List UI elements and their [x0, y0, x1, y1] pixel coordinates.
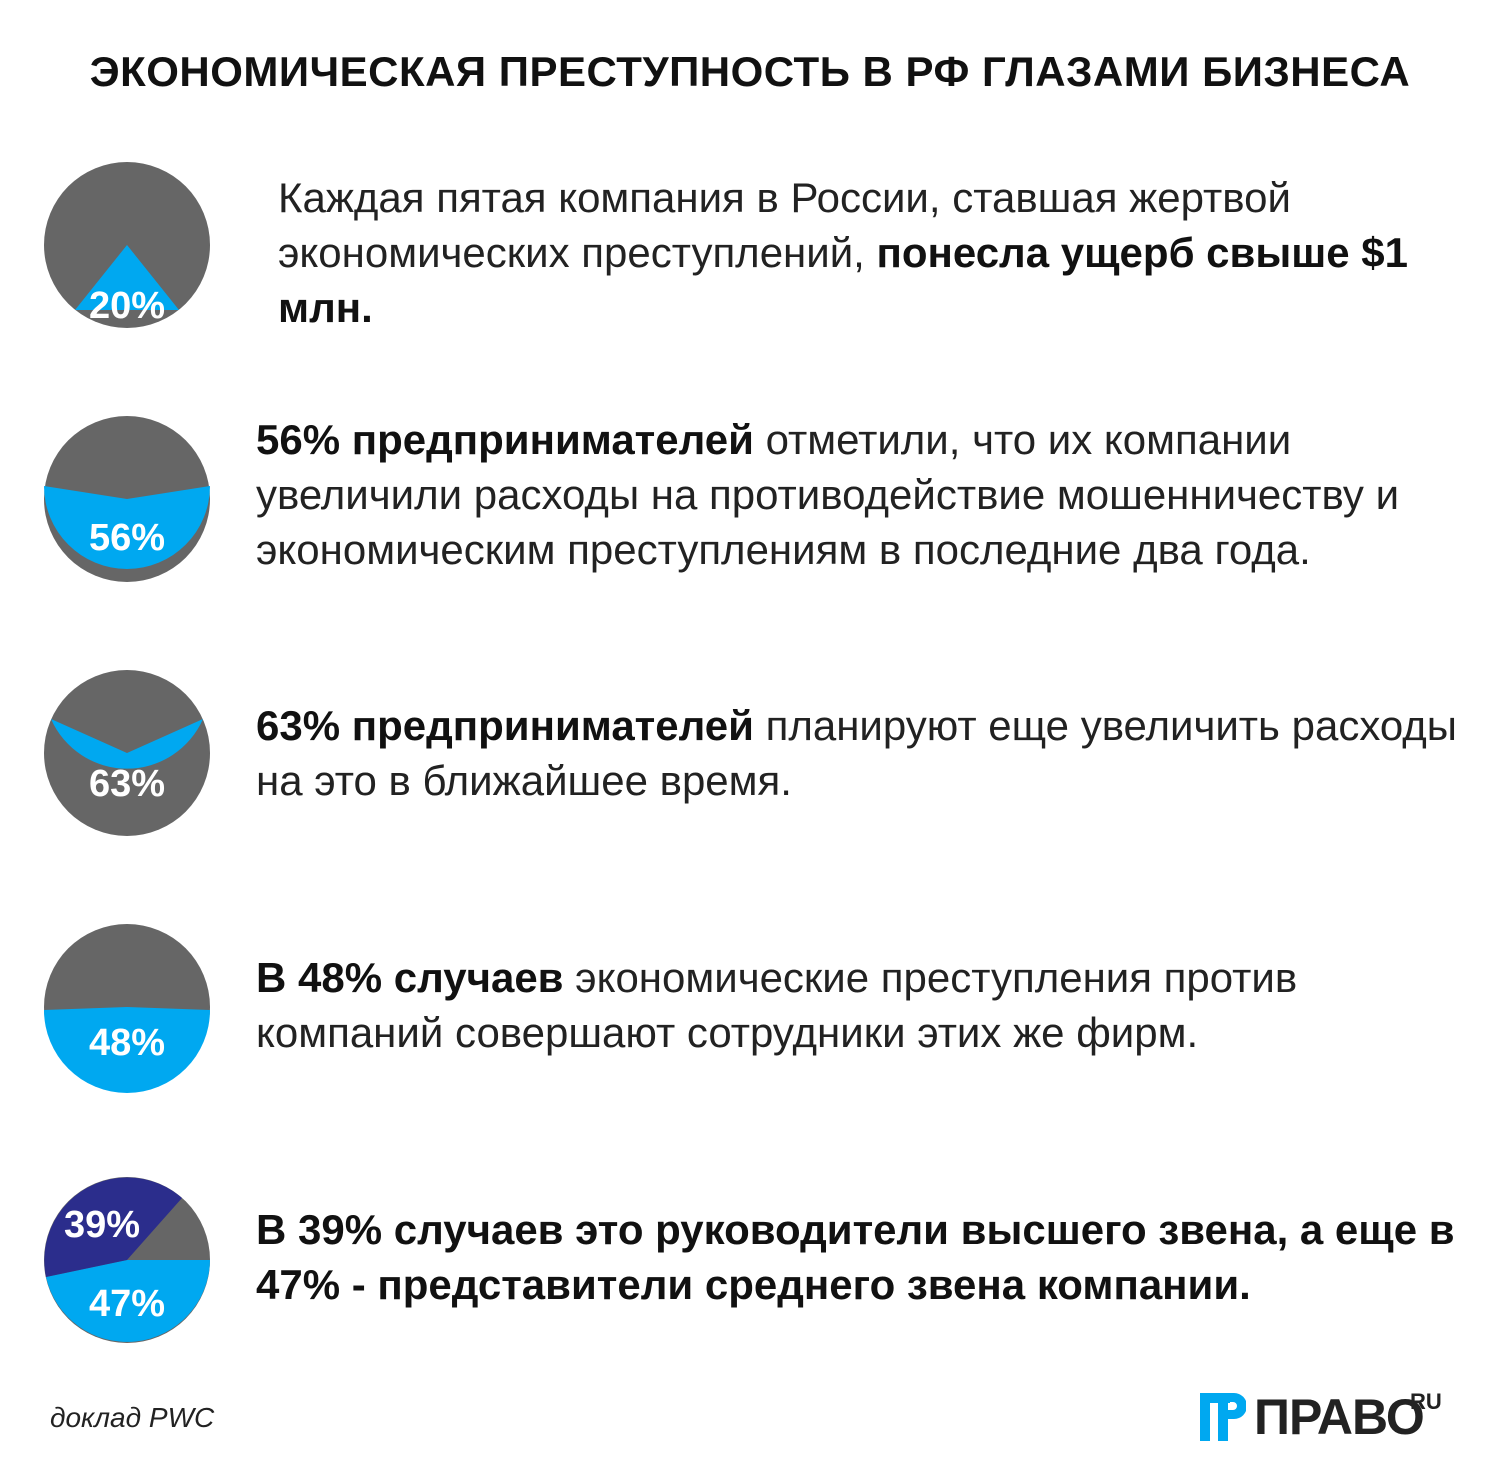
logo-mark-top-bar — [1200, 1393, 1230, 1403]
pie-3-slice-highlight — [51, 719, 203, 769]
item-1-text-bold: понесла ущерб свыше $1 млн. — [278, 229, 1408, 331]
item-2-text-normal: отметили, что их компании увеличили расх… — [256, 416, 1400, 573]
pravo-ru-logo: ПРАВО RU — [1200, 1385, 1460, 1445]
item-3-text-normal: планируют еще увеличить расходы на это в… — [256, 702, 1457, 804]
source-note: доклад PWC — [50, 1402, 215, 1433]
logo-suffix: RU — [1410, 1389, 1442, 1414]
pie-2-label: 56% — [89, 517, 165, 559]
item-3-text: 63% предпринимателей планируют еще увели… — [256, 698, 1466, 808]
logo-mark-stem — [1218, 1393, 1228, 1441]
item-1-text-normal: Каждая пятая компания в России, ставшая … — [278, 174, 1291, 276]
pie-chart-5: 39% 47% — [42, 1175, 212, 1345]
item-1-text: Каждая пятая компания в России, ставшая … — [278, 170, 1438, 335]
pie-4-label: 48% — [89, 1022, 165, 1064]
pie-5-label-top: 39% — [64, 1204, 140, 1246]
infographic-title: ЭКОНОМИЧЕСКАЯ ПРЕСТУПНОСТЬ В РФ ГЛАЗАМИ … — [89, 48, 1411, 95]
pie-5-slice-middle — [46, 1260, 210, 1342]
pie-chart-4: 48% — [42, 922, 212, 1093]
pie-chart-1: 20% — [42, 160, 212, 330]
pie-3-label: 63% — [89, 763, 165, 805]
pravo-logo-icon — [1200, 1393, 1246, 1441]
logo-mark-bowl — [1228, 1393, 1246, 1419]
item-4-text-normal: экономические преступления против компан… — [256, 954, 1298, 1056]
pie-1-label: 20% — [89, 285, 165, 327]
pie-svg-4: 48% — [44, 924, 210, 1093]
pie-svg-1: 20% — [44, 162, 210, 328]
item-4-text: В 48% случаев экономические преступления… — [256, 950, 1466, 1060]
item-5-text: В 39% случаев это руководители высшего з… — [256, 1202, 1466, 1312]
pie-svg-5: 39% 47% — [44, 1177, 210, 1343]
pie-svg-2: 56% — [44, 416, 210, 582]
logo-wordmark: ПРАВО — [1254, 1389, 1425, 1445]
item-3-text-bold: 63% предпринимателей — [256, 702, 754, 749]
item-4-text-bold: В 48% случаев — [256, 954, 564, 1001]
pie-5-label-middle: 47% — [89, 1283, 165, 1325]
pie-chart-3: 63% — [42, 668, 212, 838]
pie-4-slice-highlight — [44, 1007, 210, 1093]
pie-1-slice-highlight — [75, 245, 179, 310]
item-2-text: 56% предпринимателей отметили, что их ко… — [256, 412, 1466, 577]
pie-svg-3: 63% — [44, 670, 210, 836]
pie-2-slice-highlight — [44, 486, 210, 569]
item-2-text-bold: 56% предпринимателей — [256, 416, 754, 463]
pie-chart-2: 56% — [42, 414, 212, 584]
pie-5-slice-top — [44, 1177, 183, 1277]
item-5-text-bold: В 39% случаев это руководители высшего з… — [256, 1206, 1455, 1308]
logo-mark-left-bar — [1200, 1393, 1210, 1441]
